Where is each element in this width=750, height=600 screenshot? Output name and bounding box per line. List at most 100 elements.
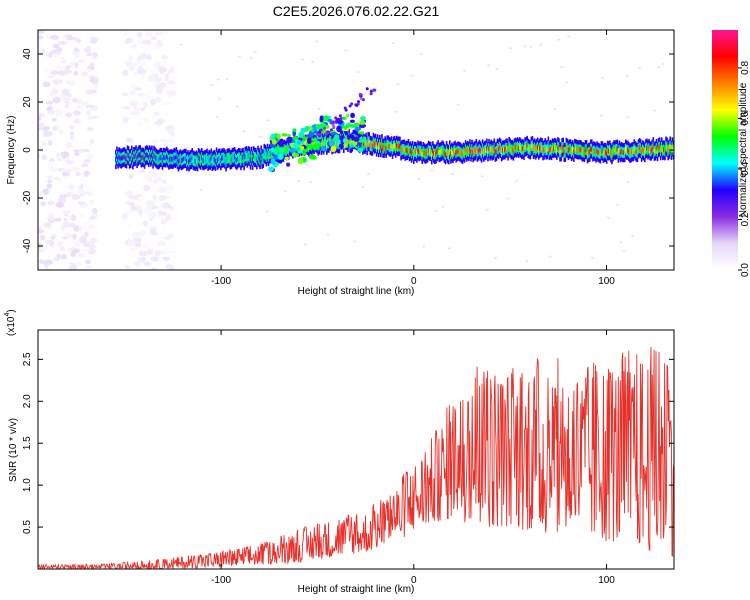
spectrogram-cell <box>428 148 431 154</box>
spectrogram-cell <box>539 145 541 151</box>
spectrogram-cell <box>361 185 365 188</box>
spectrogram-cell <box>603 150 606 155</box>
spectrogram-cell <box>143 176 150 180</box>
spectrogram-cell <box>604 150 607 155</box>
spectrogram-cell <box>80 190 87 196</box>
spectrogram-cell <box>663 147 665 153</box>
spectrogram-cell <box>136 31 143 38</box>
spectrogram-cell <box>154 31 163 36</box>
spectrogram-cell <box>68 184 75 190</box>
spectrogram-cell <box>439 149 442 155</box>
spectrogram-cell <box>69 125 75 130</box>
spectrogram-cell <box>204 157 206 163</box>
spectrogram-cell <box>217 156 220 162</box>
spectrogram-cell <box>657 145 660 151</box>
spectrogram-cell <box>264 152 267 157</box>
spectrogram-cell <box>156 156 159 162</box>
spectrogram-cell <box>334 116 338 120</box>
spectrogram-cell <box>163 258 169 262</box>
spectrogram-cell <box>583 150 586 155</box>
spectrogram-cell <box>649 148 651 154</box>
spectrogram-cell <box>47 174 53 180</box>
spectrogram-cell <box>621 150 624 155</box>
spectrogram-cell <box>279 138 285 145</box>
spectrogram-cell <box>602 150 605 156</box>
spectrogram-cell <box>388 144 391 149</box>
spectrogram-cell <box>389 133 393 136</box>
spectrogram-cell <box>503 147 505 153</box>
spectrogram-cell <box>627 147 629 153</box>
spectrogram-cell <box>482 149 485 155</box>
spectrogram-cell <box>151 171 158 178</box>
spectrogram-cell <box>457 148 460 154</box>
spectrogram-cell <box>59 129 64 135</box>
spectrogram-cell <box>62 209 71 216</box>
spectrogram-cell <box>85 265 93 269</box>
spectrogram-cell <box>550 148 553 153</box>
spectrogram-cell <box>546 147 549 153</box>
spectrogram-cell <box>298 144 301 150</box>
spectrogram-cell <box>284 156 289 161</box>
spectrogram-cell <box>487 149 489 155</box>
spectrogram-cell <box>441 205 445 208</box>
spectrogram-cell <box>55 153 61 158</box>
spectrogram-cell <box>644 150 646 156</box>
spectrogram-cell <box>436 149 438 155</box>
spectrogram-cell <box>52 43 60 49</box>
spectrogram-cell <box>129 155 132 161</box>
spectrogram-cell <box>89 74 94 79</box>
spectrogram-cell <box>86 52 93 57</box>
spectrogram-cell <box>79 140 88 144</box>
spectrogram-cell <box>407 146 410 151</box>
spectrogram-cell <box>655 146 658 151</box>
spectrogram-cell <box>49 62 54 70</box>
spectrogram-cell <box>354 117 358 120</box>
spectrogram-cell <box>326 233 330 236</box>
spectrogram-cell <box>508 144 510 149</box>
spectrogram-cell <box>142 242 149 249</box>
spectrogram-cell <box>56 114 65 119</box>
spectrogram-cell <box>619 240 623 243</box>
spectrogram-cell <box>523 147 525 153</box>
spectrogram-cell <box>366 172 370 175</box>
spectrogram-cell <box>191 155 194 161</box>
spectrogram-cell <box>547 143 550 149</box>
spectrogram-cell <box>529 147 532 153</box>
spectrogram-cell <box>374 140 377 146</box>
spectrogram-cell <box>154 119 163 126</box>
spectrogram-cell <box>300 127 307 132</box>
colorbar-tick-label: 0.8 <box>740 61 750 75</box>
spectrogram-cell <box>277 154 284 160</box>
spectrogram-cell <box>134 154 136 159</box>
snr-ylabel: SNR (10 * v/v) <box>8 418 19 482</box>
spectrogram-cell <box>592 149 594 155</box>
spectrogram-cell <box>499 146 502 151</box>
spectrogram-cell <box>483 148 486 154</box>
spectrogram-cell <box>408 149 411 155</box>
spectrogram-cell <box>253 154 256 160</box>
spectrogram-cell <box>485 147 487 153</box>
spectrogram-cell <box>121 155 124 161</box>
spectrogram-cell <box>127 153 130 159</box>
spectrogram-cell <box>150 256 158 262</box>
spectrogram-cell <box>329 128 333 132</box>
spectrogram-cell <box>149 152 151 158</box>
spectrogram-cell <box>157 240 165 246</box>
snr-xtick-label: -100 <box>211 575 231 586</box>
spectrogram-cell <box>72 98 78 103</box>
spectrogram-cell <box>249 56 253 59</box>
spectrogram-cell <box>258 135 262 138</box>
spectrogram-cell <box>170 156 172 162</box>
spectrogram-cell <box>293 142 299 149</box>
spectrogram-cell <box>218 155 221 161</box>
spectrogram-cell <box>125 156 128 162</box>
spectrogram-cell <box>140 60 148 67</box>
spectrogram-cell <box>123 154 126 160</box>
spectrogram-cell <box>391 146 394 152</box>
spectrogram-cell <box>131 63 137 67</box>
spectrogram-cell <box>610 150 612 156</box>
spectrogram-cell <box>529 45 533 48</box>
spectrogram-cell <box>391 42 395 45</box>
spectrogram-cell <box>474 148 477 154</box>
